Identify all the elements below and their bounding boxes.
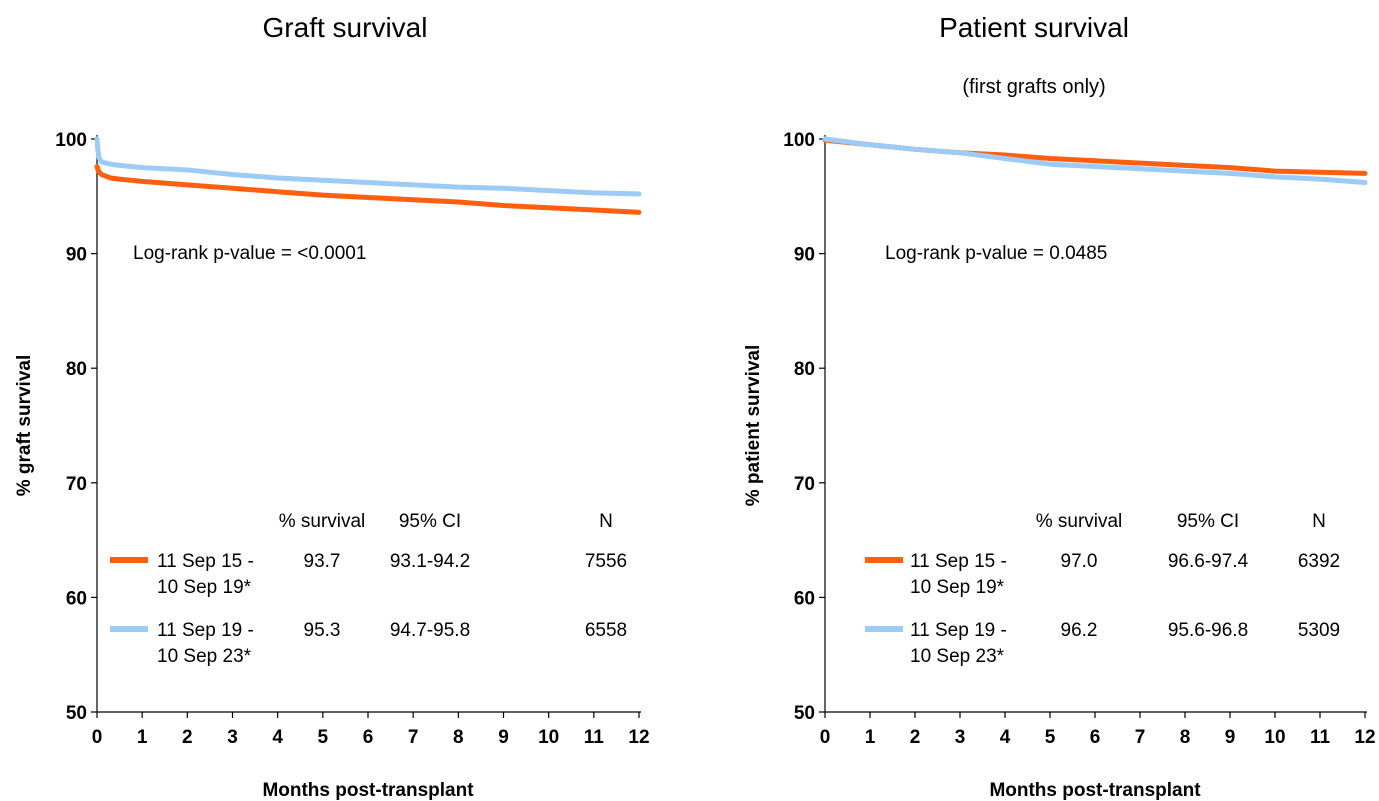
series-line-2 (822, 136, 1368, 186)
survival-value: 97.0 (1061, 551, 1098, 572)
series-line-2 (94, 136, 642, 197)
x-tick-label: 6 (363, 727, 374, 748)
y-tick-label: 80 (66, 359, 87, 380)
n-value: 5309 (1298, 620, 1340, 641)
x-tick-label: 6 (1090, 727, 1101, 748)
chart-subtitle: (first grafts only) (962, 76, 1106, 98)
series-line-1 (94, 164, 642, 215)
survival-value: 96.2 (1061, 620, 1098, 641)
ci-value: 94.7-95.8 (390, 620, 470, 641)
y-tick-label: 80 (794, 359, 815, 380)
legend-label: 10 Sep 19* (157, 577, 252, 598)
legend-header: % survival (279, 511, 366, 532)
log-rank-annotation: Log-rank p-value = <0.0001 (133, 243, 366, 264)
x-tick-label: 12 (1354, 727, 1375, 748)
y-tick-label: 90 (794, 245, 815, 266)
survival-value: 95.3 (304, 620, 341, 641)
y-tick-label: 100 (783, 130, 815, 151)
legend-label: 11 Sep 15 - (910, 551, 1007, 572)
y-tick-label: 70 (66, 474, 87, 495)
y-tick-label: 100 (55, 130, 87, 151)
ci-value: 96.6-97.4 (1168, 551, 1249, 572)
x-tick-label: 2 (182, 727, 193, 748)
x-tick-label: 10 (1264, 727, 1285, 748)
x-tick-label: 1 (137, 727, 148, 748)
x-tick-label: 7 (1135, 727, 1146, 748)
graft-survival-panel: Graft survival 50 60 70 80 90 100 0 1 2 3 4 5 6 7 8 9 10… (14, 12, 650, 801)
x-tick-label: 10 (538, 727, 559, 748)
chart-title: Patient survival (939, 12, 1129, 43)
y-axis-label: % graft survival (14, 355, 35, 497)
ci-value: 95.6-96.8 (1168, 620, 1248, 641)
legend-label: 10 Sep 23* (157, 646, 252, 667)
legend-label: 10 Sep 19* (910, 577, 1005, 598)
survival-value: 93.7 (304, 551, 341, 572)
n-value: 6392 (1298, 551, 1340, 572)
x-tick-label: 12 (628, 727, 649, 748)
x-tick-label: 5 (318, 727, 329, 748)
legend-header: 95% CI (1177, 511, 1239, 532)
legend-label: 10 Sep 23* (910, 646, 1005, 667)
y-tick-label: 60 (66, 588, 87, 609)
y-axis-label: % patient survival (743, 345, 764, 507)
x-tick-label: 0 (820, 727, 831, 748)
x-tick-label: 1 (865, 727, 876, 748)
legend-header: N (599, 511, 613, 532)
n-value: 6558 (585, 620, 627, 641)
y-tick-label: 60 (794, 588, 815, 609)
x-tick-label: 9 (1225, 727, 1236, 748)
chart-title: Graft survival (262, 12, 428, 43)
legend-label: 11 Sep 19 - (910, 620, 1007, 641)
x-tick-label: 0 (92, 727, 103, 748)
legend-header: % survival (1036, 511, 1123, 532)
y-tick-label: 70 (794, 474, 815, 495)
x-tick-label: 8 (1180, 727, 1191, 748)
x-tick-label: 2 (910, 727, 921, 748)
x-axis-label: Months post-transplant (989, 780, 1201, 801)
x-tick-label: 5 (1045, 727, 1056, 748)
ci-value: 93.1-94.2 (390, 551, 470, 572)
x-tick-label: 4 (272, 727, 283, 748)
legend-label: 11 Sep 15 - (157, 551, 254, 572)
n-value: 7556 (585, 551, 627, 572)
legend-header: N (1312, 511, 1326, 532)
x-tick-label: 9 (498, 727, 509, 748)
legend-header: 95% CI (399, 511, 461, 532)
patient-survival-panel: Patient survival (first grafts only) 50 6… (689, 0, 1379, 801)
y-tick-label: 90 (66, 245, 87, 266)
x-tick-label: 11 (1310, 727, 1331, 748)
x-tick-label: 11 (584, 727, 605, 748)
log-rank-annotation: Log-rank p-value = 0.0485 (885, 243, 1107, 264)
legend-label: 11 Sep 19 - (157, 620, 254, 641)
y-tick-label: 50 (66, 703, 87, 724)
x-tick-label: 4 (1000, 727, 1011, 748)
x-axis-label: Months post-transplant (262, 780, 474, 801)
x-tick-label: 3 (227, 727, 238, 748)
y-tick-label: 50 (794, 703, 815, 724)
x-tick-label: 8 (453, 727, 464, 748)
x-tick-label: 3 (955, 727, 966, 748)
x-tick-label: 7 (408, 727, 419, 748)
